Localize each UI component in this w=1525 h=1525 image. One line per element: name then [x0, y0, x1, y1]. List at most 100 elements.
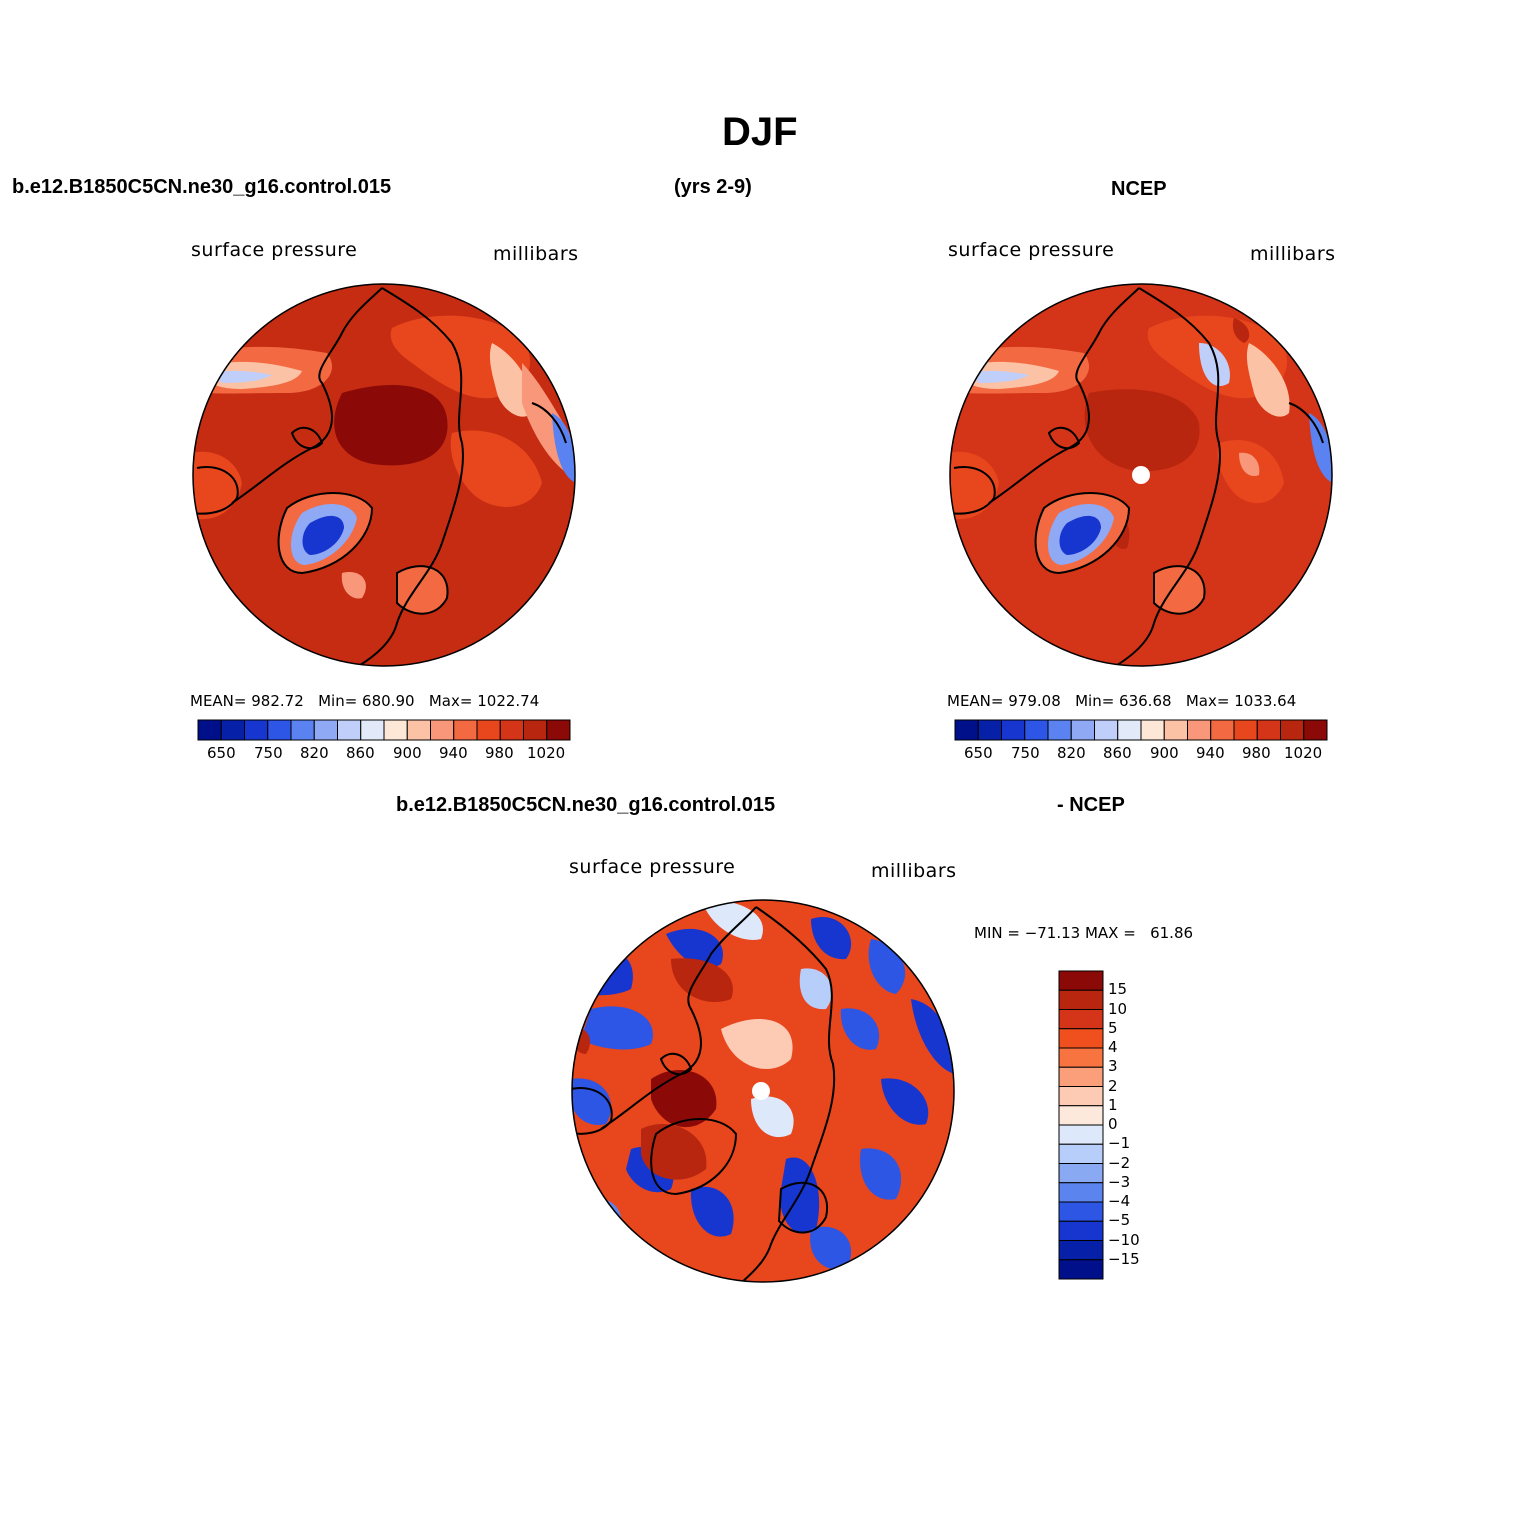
model-cb-tick: 650: [207, 744, 236, 762]
model-cb-tick: 820: [300, 744, 329, 762]
colorbar-swatch: [1256, 719, 1281, 741]
obs-cb-tick: 940: [1196, 744, 1225, 762]
diff-title-left: b.e12.B1850C5CN.ne30_g16.control.015: [396, 794, 776, 816]
colorbar-swatch: [1210, 719, 1235, 741]
model-stats: MEAN= 982.72 Min= 680.90 Max= 1022.74: [190, 692, 539, 710]
colorbar-swatch: [244, 719, 269, 741]
colorbar-swatch: [1140, 719, 1165, 741]
colorbar-swatch: [360, 719, 385, 741]
colorbar-swatch: [1058, 970, 1104, 991]
obs-cb-tick: 750: [1011, 744, 1040, 762]
obs-min-label: Min=: [1075, 692, 1115, 710]
diff-cb-tick: −4: [1108, 1192, 1131, 1210]
diff-field-label: surface pressure: [569, 856, 736, 878]
colorbar-swatch: [1047, 719, 1072, 741]
colorbar-swatch: [197, 719, 222, 741]
colorbar-swatch: [1163, 719, 1188, 741]
model-max-value: 1022.74: [477, 692, 540, 710]
model-colorbar: [197, 719, 571, 741]
obs-cb-tick: 1020: [1284, 744, 1323, 762]
obs-units-label: millibars: [1250, 243, 1336, 265]
colorbar-swatch: [1058, 1086, 1104, 1107]
main-title: DJF: [722, 110, 798, 154]
colorbar-swatch: [1058, 1105, 1104, 1126]
colorbar-swatch: [1058, 1066, 1104, 1087]
diff-cb-tick: −15: [1108, 1249, 1140, 1268]
colorbar-swatch: [220, 719, 245, 741]
colorbar-swatch: [1024, 719, 1049, 741]
colorbar-swatch: [1233, 719, 1258, 741]
diff-cb-tick: −3: [1108, 1172, 1131, 1191]
colorbar-swatch: [1303, 719, 1328, 741]
obs-colorbar: [954, 719, 1328, 741]
diff-cb-tick: 15: [1108, 980, 1128, 999]
model-units-label: millibars: [493, 243, 579, 265]
model-cb-tick: 860: [346, 744, 375, 762]
colorbar-swatch: [337, 719, 362, 741]
diff-cb-tick: 2: [1108, 1076, 1118, 1095]
colorbar-swatch: [383, 719, 408, 741]
model-min-value: 680.90: [362, 692, 415, 710]
diff-cb-tick: −5: [1108, 1211, 1131, 1230]
diff-cb-tick: 4: [1108, 1038, 1118, 1056]
diff-cb-tick: 5: [1108, 1018, 1118, 1037]
colorbar-swatch: [1280, 719, 1305, 741]
colorbar-swatch: [546, 719, 571, 741]
obs-cb-tick: 980: [1242, 744, 1271, 762]
diff-minmax: MIN = −71.13 MAX = 61.86: [974, 924, 1194, 942]
diff-units-label: millibars: [871, 860, 957, 882]
colorbar-swatch: [1058, 1124, 1104, 1145]
colorbar-swatch: [1058, 1220, 1104, 1241]
diff-colorbar: [1058, 970, 1104, 1280]
years-label: (yrs 2-9): [674, 176, 752, 198]
colorbar-swatch: [1117, 719, 1142, 741]
diff-cb-tick: −10: [1108, 1230, 1140, 1249]
colorbar-swatch: [499, 719, 524, 741]
diff-cb-tick: −1: [1108, 1134, 1131, 1153]
colorbar-swatch: [1187, 719, 1212, 741]
colorbar-swatch: [1058, 989, 1104, 1010]
obs-mean-label: MEAN=: [947, 692, 1004, 710]
obs-mean-value: 979.08: [1008, 692, 1061, 710]
colorbar-swatch: [1058, 1240, 1104, 1261]
diff-cb-tick: 10: [1108, 999, 1128, 1018]
colorbar-swatch: [523, 719, 548, 741]
colorbar-swatch: [977, 719, 1002, 741]
colorbar-swatch: [1058, 1201, 1104, 1222]
colorbar-swatch: [267, 719, 292, 741]
obs-cb-tick: 860: [1103, 744, 1132, 762]
colorbar-swatch: [453, 719, 478, 741]
model-field-label: surface pressure: [191, 239, 358, 261]
model-cb-tick: 980: [485, 744, 514, 762]
obs-min-value: 636.68: [1119, 692, 1172, 710]
model-colorbar-labels: 650 750 820 860 900 940 980 1020: [198, 744, 570, 764]
diff-colorbar-labels: 15 10 5 4 3 2 1 0 −1 −2 −3 −4 −5 −10 −15: [1108, 971, 1168, 1279]
colorbar-swatch: [954, 719, 979, 741]
diff-cb-tick: 0: [1108, 1115, 1118, 1133]
colorbar-swatch: [1094, 719, 1119, 741]
case-name: b.e12.B1850C5CN.ne30_g16.control.015: [12, 176, 392, 198]
model-min-label: Min=: [318, 692, 358, 710]
obs-cb-tick: 650: [964, 744, 993, 762]
colorbar-swatch: [1058, 1143, 1104, 1164]
obs-cb-tick: 820: [1057, 744, 1086, 762]
colorbar-swatch: [1058, 1163, 1104, 1184]
colorbar-swatch: [1058, 1009, 1104, 1030]
colorbar-swatch: [290, 719, 315, 741]
diff-title-right: - NCEP: [1057, 794, 1125, 816]
colorbar-swatch: [1058, 1047, 1104, 1068]
colorbar-swatch: [1058, 1182, 1104, 1203]
obs-name: NCEP: [1111, 178, 1167, 200]
obs-stats: MEAN= 979.08 Min= 636.68 Max= 1033.64: [947, 692, 1296, 710]
colorbar-swatch: [406, 719, 431, 741]
diff-polar-map: [571, 899, 955, 1283]
obs-cb-tick: 900: [1150, 744, 1179, 762]
colorbar-swatch: [1070, 719, 1095, 741]
model-mean-value: 982.72: [251, 692, 304, 710]
colorbar-swatch: [313, 719, 338, 741]
model-cb-tick: 750: [254, 744, 283, 762]
model-cb-tick: 900: [393, 744, 422, 762]
colorbar-swatch: [1001, 719, 1026, 741]
colorbar-swatch: [476, 719, 501, 741]
model-cb-tick: 940: [439, 744, 468, 762]
